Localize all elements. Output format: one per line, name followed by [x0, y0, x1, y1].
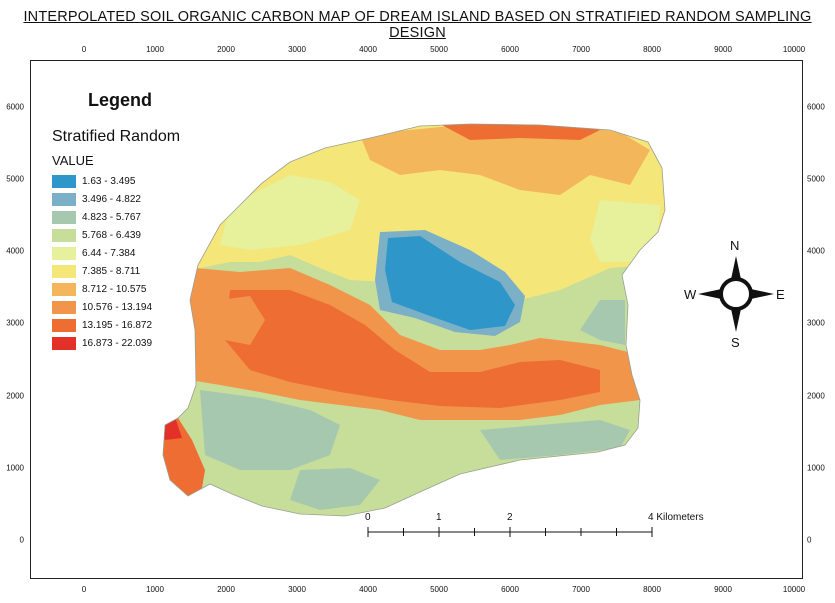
legend-label: 8.712 - 10.575: [82, 284, 147, 295]
legend-item: 1.63 - 3.495: [52, 174, 135, 189]
zone-north-orange: [360, 124, 650, 195]
legend-item: 8.712 - 10.575: [52, 282, 147, 297]
y-tick-left: 0: [19, 535, 24, 545]
scale-label: 4 Kilometers: [648, 512, 704, 523]
legend-label: 3.496 - 4.822: [82, 194, 141, 205]
legend-layer-name: Stratified Random: [52, 128, 181, 145]
scale-bar: 0 1 2 4 Kilometers: [360, 512, 720, 542]
x-tick-top: 2000: [217, 45, 235, 54]
compass-west-label: W: [684, 287, 697, 302]
zone-center-blue: [385, 236, 515, 330]
compass-south-label: S: [731, 335, 740, 350]
x-tick-bottom: 10000: [782, 585, 806, 594]
legend-swatch: [52, 211, 76, 224]
legend-heading: Legend: [88, 90, 153, 110]
x-tick-bottom: 7000: [572, 585, 590, 594]
y-tick-left: 2000: [6, 391, 24, 401]
x-tick-top: 6000: [501, 45, 519, 54]
x-tick-bottom: 9000: [714, 585, 732, 594]
legend-swatch: [52, 193, 76, 206]
legend-label: 13.195 - 16.872: [82, 320, 153, 331]
legend-label: 16.873 - 22.039: [82, 338, 153, 349]
legend-label: 4.823 - 5.767: [82, 212, 141, 223]
legend-swatch: [52, 319, 76, 332]
y-tick-right: 5000: [807, 174, 825, 184]
legend-item: 10.576 - 13.194: [52, 300, 152, 315]
y-tick-right: 0: [807, 535, 812, 545]
x-tick-top: 9000: [714, 45, 732, 54]
legend-swatch: [52, 283, 76, 296]
zone-east-teal: [580, 300, 625, 345]
x-tick-top: 10000: [782, 45, 806, 54]
map-title: INTERPOLATED SOIL ORGANIC CARBON MAP OF …: [23, 9, 812, 41]
x-tick-bottom: 3000: [288, 585, 306, 594]
x-tick-top: 4000: [359, 45, 377, 54]
x-tick-bottom: 4000: [359, 585, 377, 594]
x-tick-bottom: 1000: [146, 585, 164, 594]
x-tick-top: 1000: [146, 45, 164, 54]
zone-band-red: [225, 290, 600, 408]
zone-northwest-light: [220, 175, 360, 250]
x-tick-bottom: 8000: [643, 585, 661, 594]
x-tick-top: 5000: [430, 45, 448, 54]
scale-bar-line: [367, 527, 653, 537]
legend-swatch: [52, 265, 76, 278]
legend-item: 3.496 - 4.822: [52, 192, 141, 207]
map-frame: [30, 60, 803, 579]
y-tick-right: 6000: [807, 102, 825, 112]
y-tick-right: 4000: [807, 246, 825, 256]
zone-northeast-light: [590, 200, 660, 262]
zone-band-patch: [220, 296, 265, 345]
compass-rose-icon: [698, 256, 774, 332]
north-arrow: N S W E: [684, 238, 788, 350]
legend-item: 7.385 - 8.711: [52, 264, 140, 279]
y-tick-right: 1000: [807, 463, 825, 473]
x-tick-top: 8000: [643, 45, 661, 54]
x-tick-bottom: 2000: [217, 585, 235, 594]
legend-swatch: [52, 247, 76, 260]
legend-swatch: [52, 175, 76, 188]
island-outline: [162, 123, 666, 517]
legend-item: 5.768 - 6.439: [52, 228, 141, 243]
legend-swatch: [52, 337, 76, 350]
zone-south-patch: [290, 468, 380, 510]
compass-east-label: E: [776, 287, 785, 302]
legend-label: 1.63 - 3.495: [82, 176, 136, 187]
legend-field-name: VALUE: [52, 153, 94, 168]
x-tick-top: 7000: [572, 45, 590, 54]
legend-label: 10.576 - 13.194: [82, 302, 153, 313]
y-tick-left: 3000: [6, 318, 24, 328]
legend-label: 7.385 - 8.711: [82, 266, 141, 277]
x-tick-top: 3000: [288, 45, 306, 54]
legend-item: 13.195 - 16.872: [52, 318, 152, 333]
y-tick-left: 6000: [6, 102, 24, 112]
zone-south-west: [200, 390, 340, 470]
legend-item: 16.873 - 22.039: [52, 336, 152, 351]
scale-label: 1: [436, 512, 442, 523]
scale-label: 0: [365, 512, 371, 523]
legend-label: 5.768 - 6.439: [82, 230, 141, 241]
y-tick-left: 4000: [6, 246, 24, 256]
legend-swatch: [52, 301, 76, 314]
y-tick-right: 2000: [807, 391, 825, 401]
scale-label: 2: [507, 512, 513, 523]
legend-item: 6.44 - 7.384: [52, 246, 135, 261]
x-tick-bottom: 0: [81, 585, 87, 594]
legend-swatch: [52, 229, 76, 242]
compass-north-label: N: [730, 238, 740, 253]
y-tick-left: 5000: [6, 174, 24, 184]
legend-label: 6.44 - 7.384: [82, 248, 136, 259]
zone-south-east: [480, 420, 630, 460]
y-tick-right: 3000: [807, 318, 825, 328]
x-tick-bottom: 5000: [430, 585, 448, 594]
x-tick-bottom: 6000: [501, 585, 519, 594]
y-tick-left: 1000: [6, 463, 24, 473]
x-tick-top: 0: [81, 45, 87, 54]
legend-item: 4.823 - 5.767: [52, 210, 141, 225]
